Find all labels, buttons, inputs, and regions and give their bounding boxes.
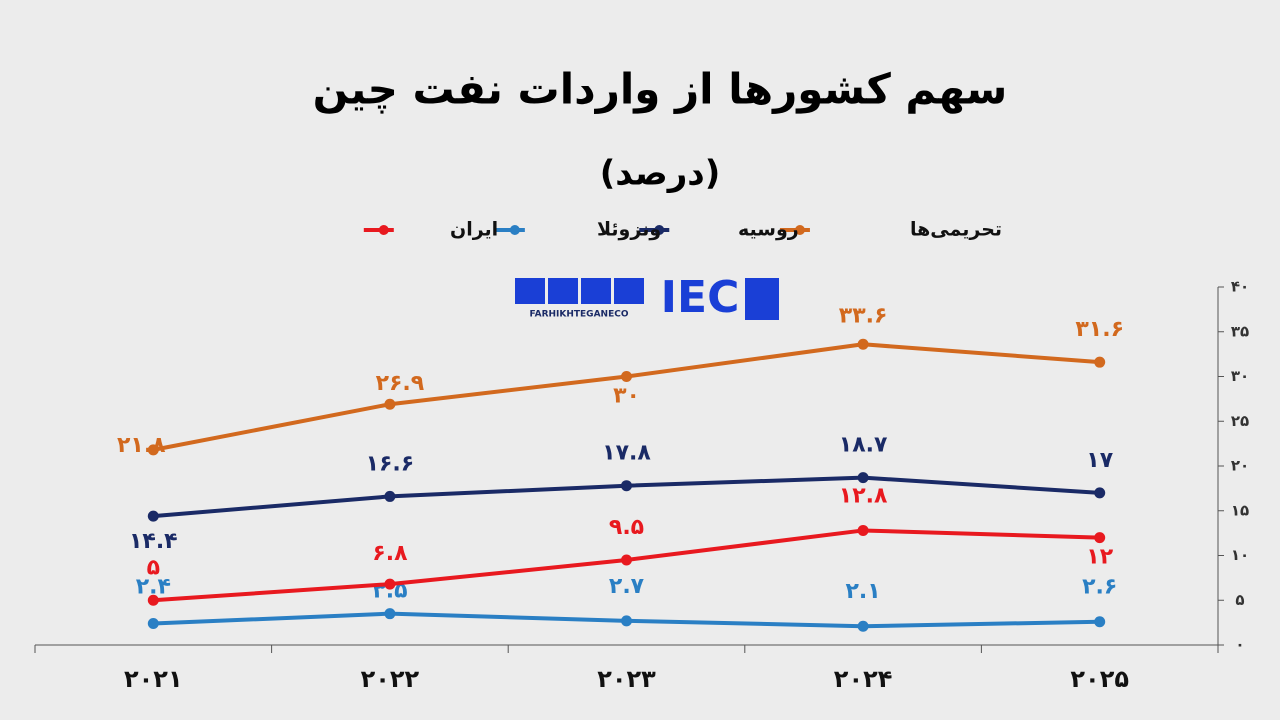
data-label: ۵ <box>147 555 160 580</box>
data-point <box>857 620 869 632</box>
data-point <box>147 618 159 630</box>
y-tick-label: ۲۵ <box>1231 412 1249 430</box>
data-label: ۱۸.۷ <box>839 433 888 458</box>
y-tick-label: ۲۰ <box>1231 457 1249 475</box>
y-tick-label: ۱۰ <box>1231 546 1249 564</box>
data-label: ۳۰ <box>613 384 640 409</box>
data-point <box>147 510 159 522</box>
y-tick-label: ۳۰ <box>1231 367 1249 385</box>
data-label: ۱۲ <box>1086 545 1113 570</box>
data-point <box>1094 532 1106 544</box>
data-label: ۱۴.۴ <box>129 529 178 554</box>
chart-title: سهم کشورها از واردات نفت چین <box>313 65 1008 115</box>
x-tick-label: ۲۰۲۱ <box>124 665 183 693</box>
data-point <box>621 615 632 627</box>
legend-label: تحریمی‌ها <box>910 219 1002 241</box>
x-tick-label: ۲۰۲۵ <box>1070 665 1129 693</box>
legend-marker <box>509 225 520 235</box>
y-tick-label: ۳۵ <box>1231 322 1249 340</box>
data-label: ۳۳.۶ <box>839 303 888 328</box>
x-tick-label: ۲۰۲۳ <box>597 665 656 693</box>
legend-marker <box>378 225 389 235</box>
data-point <box>621 371 632 382</box>
data-label: ۲.۷ <box>609 574 645 599</box>
data-point <box>384 398 396 410</box>
logo-handle: FARHIKHTEGANECO <box>530 310 629 320</box>
logo: IEC FARHIKHTEGANECO <box>515 272 779 323</box>
x-tick-label: ۲۰۲۴ <box>834 665 893 693</box>
data-point <box>857 524 869 536</box>
x-tick-label: ۲۰۲۲ <box>361 665 420 693</box>
legend-marker <box>794 225 805 235</box>
data-label: ۱۲.۸ <box>839 483 888 508</box>
logo-icon <box>745 278 779 320</box>
data-point <box>1094 616 1106 628</box>
data-label: ۲.۶ <box>1082 575 1117 600</box>
data-label: ۲۶.۹ <box>376 371 425 396</box>
logo-icon <box>548 278 578 304</box>
logo-icon <box>581 278 611 304</box>
y-tick-label: ۰ <box>1235 636 1244 654</box>
data-point <box>147 594 159 606</box>
data-label: ۱۷ <box>1086 448 1113 473</box>
y-tick-label: ۵ <box>1235 591 1244 609</box>
data-point <box>384 608 396 620</box>
data-point <box>857 338 869 350</box>
logo-mark: IEC <box>661 272 740 323</box>
data-point <box>384 578 396 590</box>
data-label: ۳۱.۶ <box>1075 317 1124 342</box>
legend-marker <box>654 225 665 235</box>
legend-label: ونزوئلا <box>597 219 661 241</box>
data-label: ۱۷.۸ <box>602 441 651 466</box>
chart-subtitle: (درصد) <box>600 154 721 194</box>
data-point <box>1094 356 1106 368</box>
data-label: ۲.۱ <box>845 579 880 604</box>
legend-label: روسیه <box>738 219 799 241</box>
data-point <box>857 472 869 484</box>
legend-label: ایران <box>450 219 498 241</box>
data-point <box>1094 487 1106 499</box>
data-point <box>384 490 396 502</box>
logo-icon <box>614 278 644 304</box>
data-label: ۹.۵ <box>609 515 644 540</box>
y-tick-label: ۱۵ <box>1231 501 1249 519</box>
y-tick-label: ۴۰ <box>1231 278 1249 296</box>
data-point <box>621 554 632 566</box>
data-point <box>621 480 632 492</box>
logo-icon <box>515 278 545 304</box>
data-label: ۲۱.۸ <box>117 433 166 458</box>
data-label: ۱۶.۶ <box>366 451 415 476</box>
data-point <box>147 444 159 456</box>
data-label: ۶.۸ <box>372 541 408 566</box>
